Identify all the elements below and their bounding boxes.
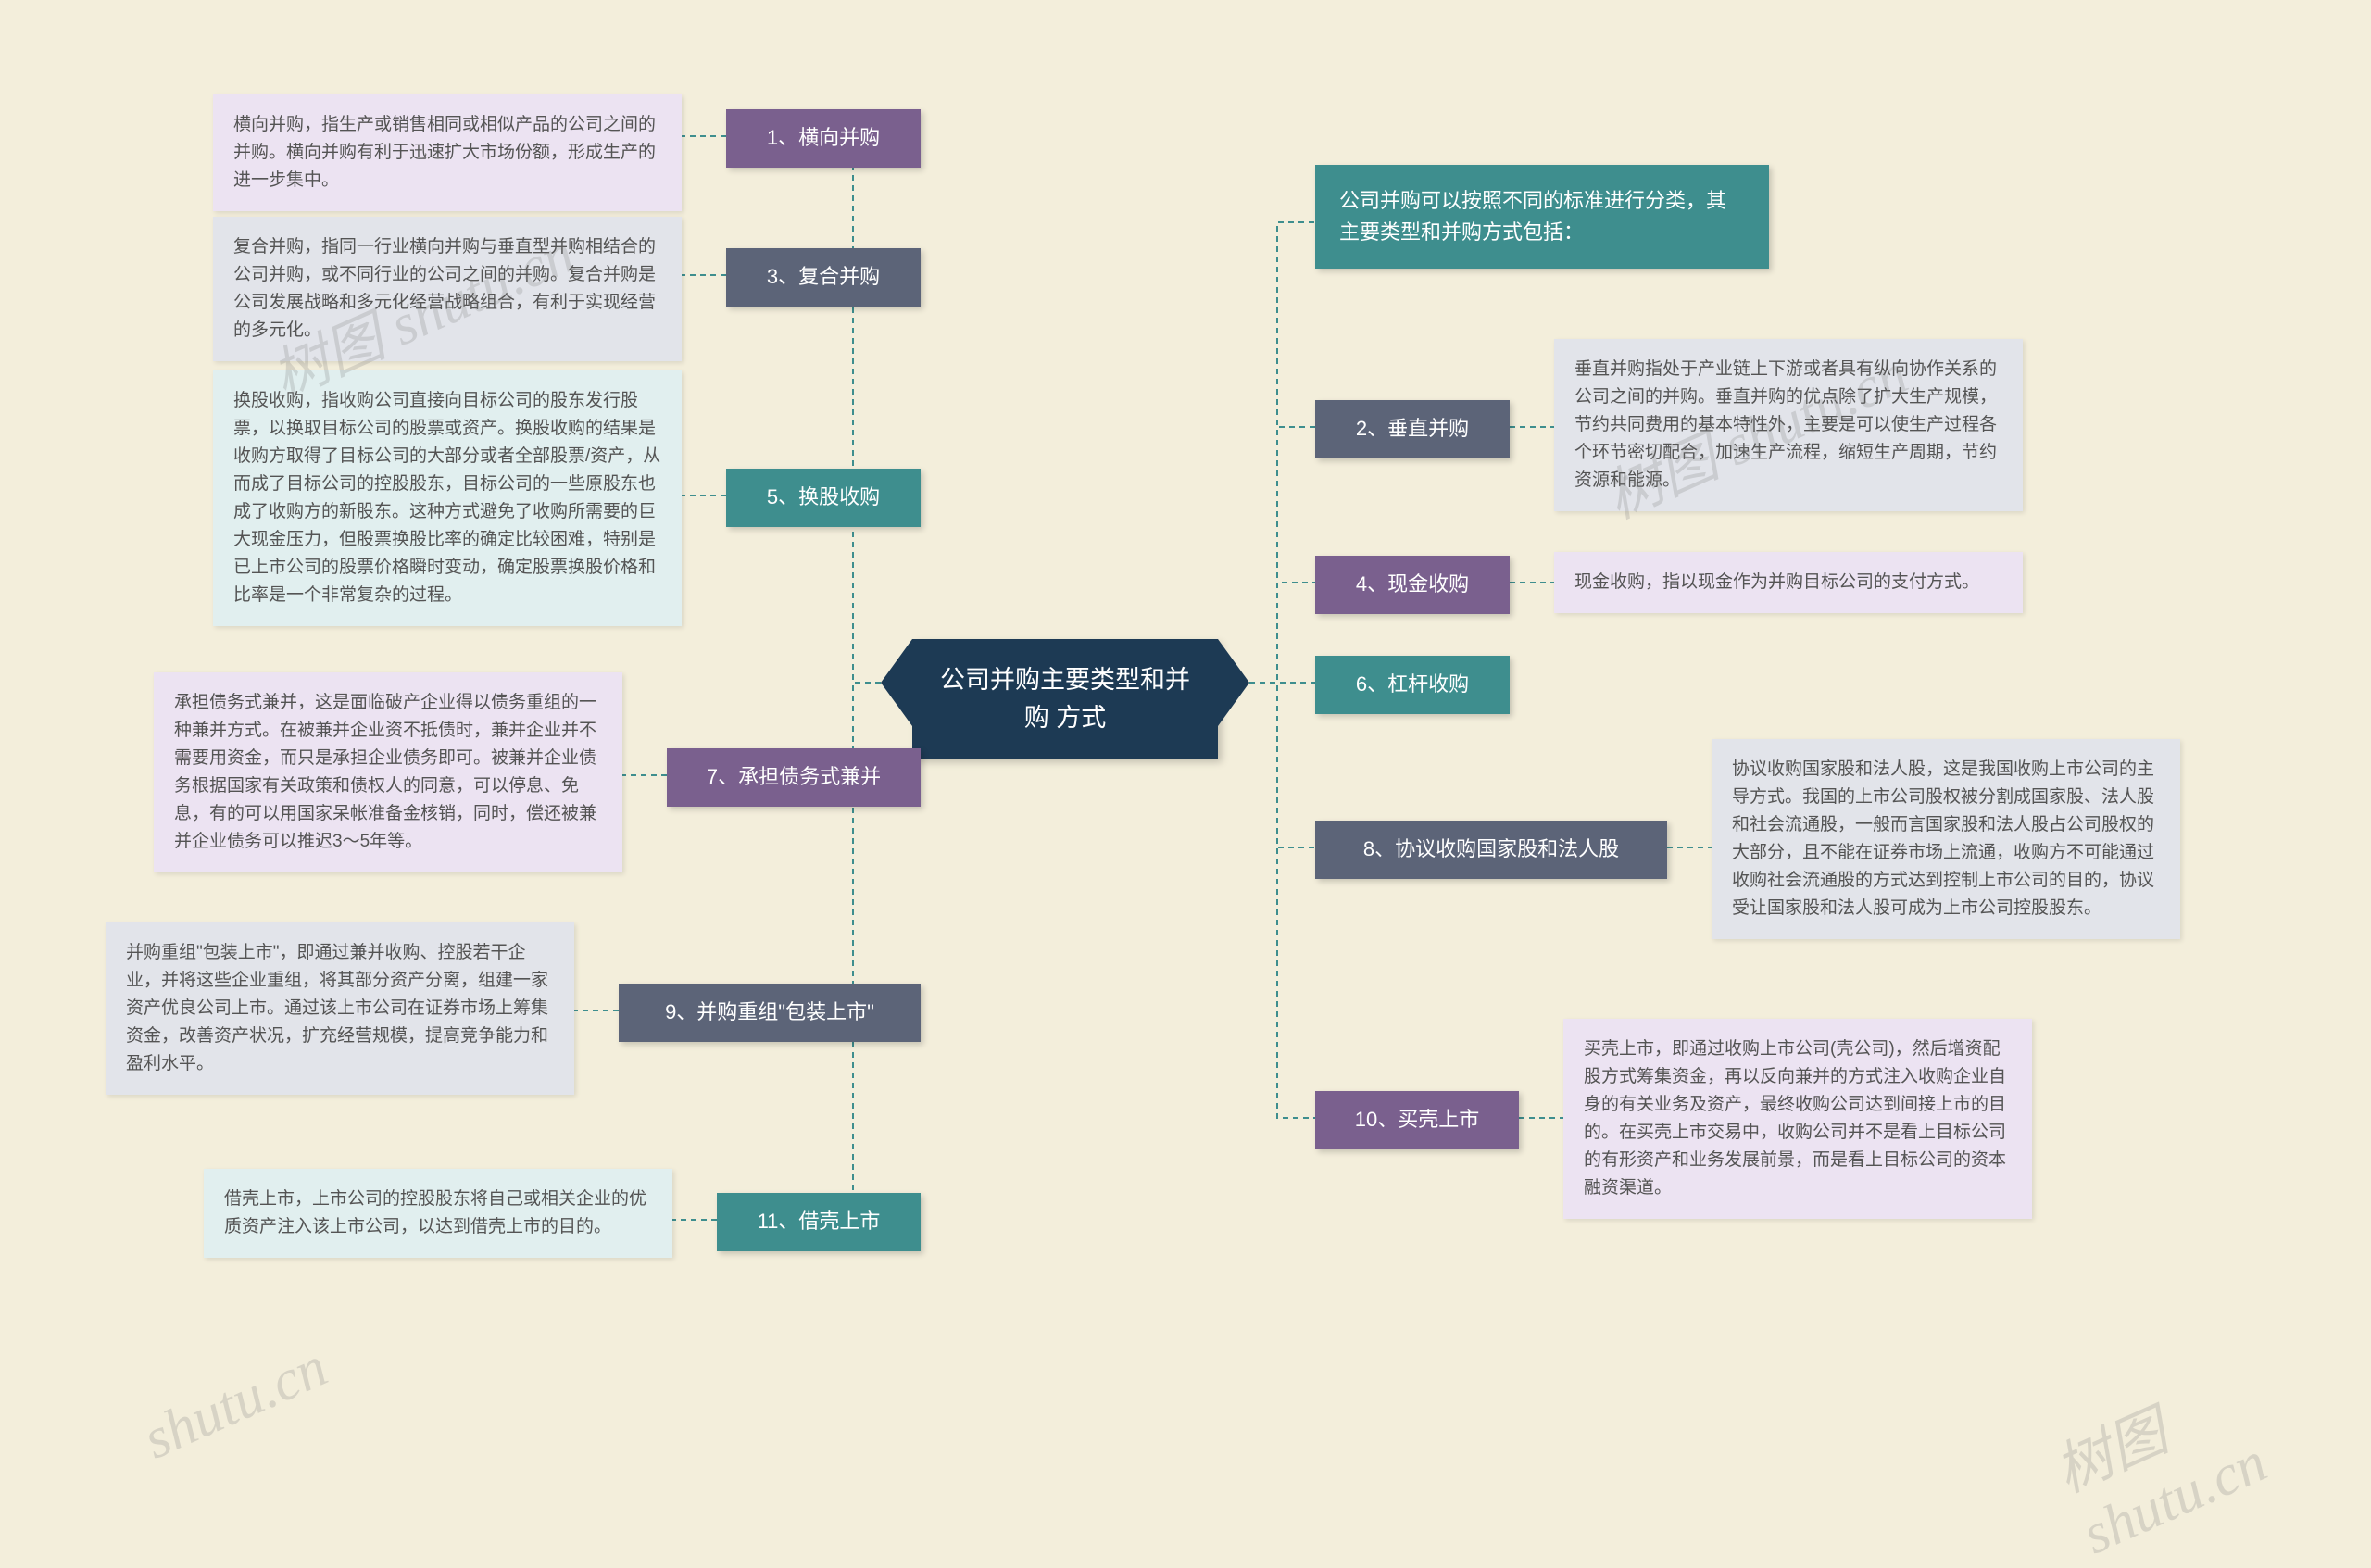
branch-l7: 7、承担债务式兼并 — [667, 748, 921, 807]
branch-l9: 9、并购重组"包装上市" — [619, 984, 921, 1042]
detail-r10: 买壳上市，即通过收购上市公司(壳公司)，然后增资配股方式筹集资金，再以反向兼并的… — [1563, 1019, 2032, 1219]
branch-l11: 11、借壳上市 — [717, 1193, 921, 1251]
central-node: 公司并购主要类型和并购 方式 — [912, 639, 1218, 759]
branch-l5: 5、换股收购 — [726, 469, 921, 527]
branch-r10: 10、买壳上市 — [1315, 1091, 1519, 1149]
detail-r8: 协议收购国家股和法人股，这是我国收购上市公司的主导方式。我国的上市公司股权被分割… — [1712, 739, 2180, 939]
detail-r2: 垂直并购指处于产业链上下游或者具有纵向协作关系的公司之间的并购。垂直并购的优点除… — [1554, 339, 2023, 511]
detail-l7: 承担债务式兼并，这是面临破产企业得以债务重组的一种兼并方式。在被兼并企业资不抵债… — [154, 672, 622, 872]
detail-l1: 横向并购，指生产或销售相同或相似产品的公司之间的并购。横向并购有利于迅速扩大市场… — [213, 94, 682, 211]
watermark-2: 树图 shutu.cn — [2039, 1304, 2371, 1568]
detail-l11: 借壳上市，上市公司的控股股东将自己或相关企业的优质资产注入该上市公司，以达到借壳… — [204, 1169, 672, 1258]
central-text: 公司并购主要类型和并购 方式 — [940, 666, 1190, 732]
branch-r6: 6、杠杆收购 — [1315, 656, 1510, 714]
branch-l1: 1、横向并购 — [726, 109, 921, 168]
detail-l9: 并购重组"包装上市"，即通过兼并收购、控股若干企业，并将这些企业重组，将其部分资… — [106, 922, 574, 1095]
watermark-3: shutu.cn — [134, 1335, 337, 1474]
detail-r4: 现金收购，指以现金作为并购目标公司的支付方式。 — [1554, 552, 2023, 613]
branch-r2: 2、垂直并购 — [1315, 400, 1510, 458]
detail-l3: 复合并购，指同一行业横向并购与垂直型并购相结合的公司并购，或不同行业的公司之间的… — [213, 217, 682, 361]
branch-r0: 公司并购可以按照不同的标准进行分类，其主要类型和并购方式包括： — [1315, 165, 1769, 269]
branch-r8: 8、协议收购国家股和法人股 — [1315, 821, 1667, 879]
branch-r4: 4、现金收购 — [1315, 556, 1510, 614]
branch-l3: 3、复合并购 — [726, 248, 921, 307]
detail-l5: 换股收购，指收购公司直接向目标公司的股东发行股票，以换取目标公司的股票或资产。换… — [213, 370, 682, 626]
